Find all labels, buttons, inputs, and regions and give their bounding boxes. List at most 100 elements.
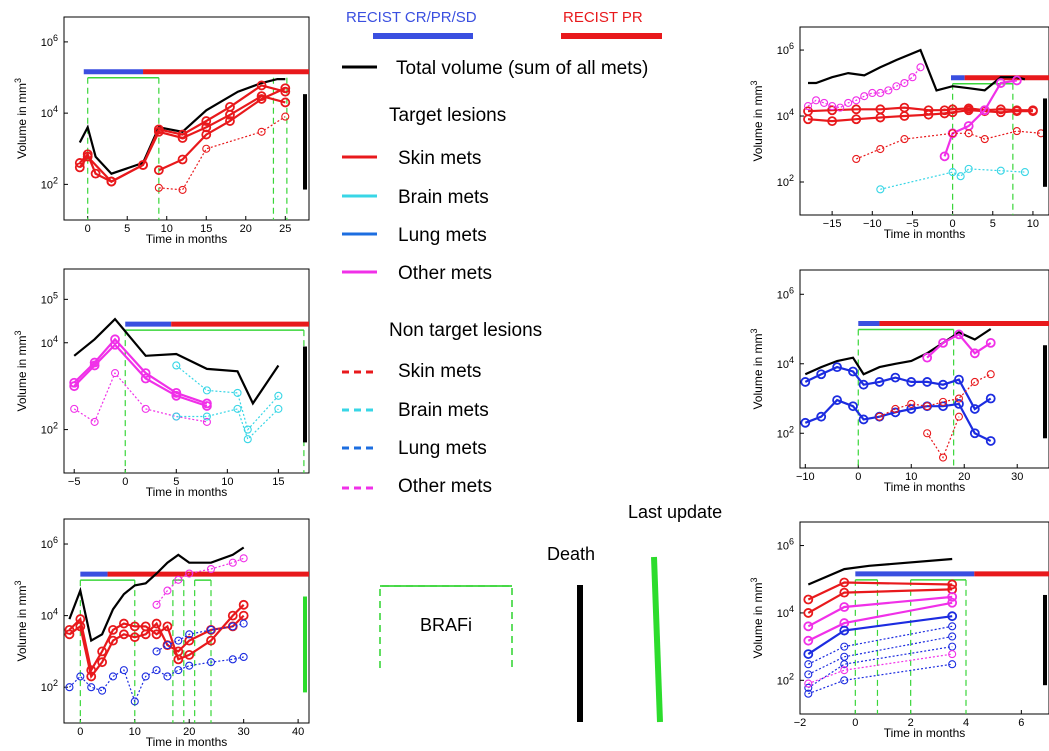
x-axis-label: Time in months — [146, 232, 228, 246]
y-tick-label: 104 — [777, 604, 794, 620]
data-point-nontarget-skin — [986, 370, 995, 379]
data-point-nontarget-lung — [108, 672, 118, 681]
data-point-target-other — [110, 339, 120, 350]
series-line-total — [808, 48, 1026, 92]
data-point-target-skin — [1011, 106, 1022, 117]
data-point-nontarget-lung — [152, 666, 161, 675]
y-tick-label: 102 — [41, 678, 58, 694]
data-point-target-other — [202, 401, 212, 411]
series-line-nontarget-skin — [926, 416, 960, 459]
series-line-nontarget-lung — [808, 625, 953, 665]
legend-target-title: Target lesions — [389, 105, 506, 126]
x-tick-label: 0 — [855, 471, 861, 483]
data-point-target-skin — [106, 176, 117, 187]
data-point-target-lung — [816, 411, 827, 422]
y-axis-label: Volume in mm3 — [749, 328, 765, 409]
data-point-target-lung — [938, 379, 948, 390]
data-point-target-lung — [848, 366, 858, 377]
recist-pr-label: RECIST PR — [563, 9, 643, 26]
axes-frame — [63, 16, 310, 221]
data-point-nontarget-skin — [948, 129, 957, 138]
x-axis-label: Time in months — [146, 485, 228, 499]
data-point-target-lung — [985, 393, 996, 404]
data-point-nontarget-lung — [948, 622, 957, 631]
data-point-target-skin — [108, 635, 118, 646]
data-point-target-lung — [938, 401, 948, 412]
data-point-nontarget-other — [852, 96, 861, 105]
data-point-nontarget-skin — [202, 144, 211, 153]
data-point-nontarget-lung — [804, 670, 813, 679]
plot-area — [800, 320, 1049, 468]
series-line-target-other — [807, 601, 953, 642]
data-point-target-other — [803, 621, 814, 632]
data-point-nontarget-skin — [154, 183, 163, 192]
data-point-target-skin — [206, 635, 216, 646]
x-tick-label: 5 — [124, 223, 130, 235]
data-point-target-skin — [225, 116, 235, 126]
data-point-target-lung — [954, 398, 964, 409]
data-point-nontarget-skin — [876, 144, 885, 154]
data-point-nontarget-brain — [274, 391, 283, 400]
y-tick-label: 106 — [777, 41, 794, 57]
data-point-nontarget-lung — [185, 661, 194, 670]
data-point-nontarget-lung — [840, 676, 849, 685]
x-tick-label: 0 — [122, 476, 128, 488]
data-point-target-other — [69, 381, 80, 392]
data-point-nontarget-lung — [840, 642, 849, 651]
data-point-nontarget-skin — [907, 399, 916, 408]
data-point-nontarget-brain — [243, 435, 252, 444]
data-point-target-skin — [851, 104, 862, 115]
data-point-nontarget-other — [828, 102, 837, 111]
data-point-nontarget-other — [239, 554, 248, 563]
series-line-total — [73, 317, 280, 406]
data-point-nontarget-other — [70, 404, 79, 413]
data-point-nontarget-lung — [163, 672, 172, 681]
data-point-nontarget-brain — [956, 172, 965, 181]
data-point-target-skin — [1028, 106, 1038, 117]
x-tick-label: 10 — [905, 471, 917, 483]
legend-total-label: Total volume (sum of all mets) — [396, 58, 648, 79]
data-point-nontarget-other — [90, 417, 99, 426]
data-point-target-other — [979, 105, 990, 116]
series-line-nontarget-skin — [855, 130, 1042, 160]
data-point-target-skin — [173, 646, 184, 657]
last-update-marker — [303, 596, 307, 693]
data-point-nontarget-lung — [119, 666, 128, 675]
data-point-nontarget-other — [820, 98, 829, 107]
data-point-target-lung — [816, 369, 827, 380]
data-point-nontarget-lung — [840, 660, 849, 669]
data-point-target-lung — [906, 377, 917, 387]
data-point-target-skin — [923, 109, 934, 120]
x-tick-label: 5 — [990, 218, 996, 230]
data-point-nontarget-other — [884, 86, 893, 95]
data-point-nontarget-skin — [964, 129, 973, 138]
data-point-nontarget-skin — [980, 135, 989, 144]
data-point-target-lung — [954, 374, 964, 385]
data-point-nontarget-brain — [233, 404, 242, 413]
y-axis-label: Volume in mm3 — [13, 580, 29, 661]
y-tick-label: 102 — [777, 671, 794, 687]
data-point-nontarget-brain — [202, 412, 211, 421]
y-tick-label: 106 — [777, 537, 794, 553]
plot-area — [69, 317, 309, 473]
data-point-target-skin — [151, 618, 162, 629]
legend-target-skin-label: Skin mets — [398, 148, 481, 169]
y-axis-label: Volume in mm3 — [13, 330, 29, 411]
y-tick-label: 102 — [41, 421, 58, 437]
data-point-target-skin — [97, 657, 108, 668]
recist-crprsd-bar — [373, 33, 473, 39]
x-tick-label: 15 — [200, 223, 212, 235]
y-tick-label: 104 — [41, 334, 58, 350]
data-point-target-other — [985, 337, 996, 348]
data-point-target-other — [995, 78, 1006, 88]
data-point-target-skin — [74, 162, 85, 173]
data-point-target-skin — [851, 114, 862, 125]
chart-panel-3: −5 0 5 10 15 102 104 105 Time in months Volume in… — [13, 268, 310, 499]
axes-frame — [63, 268, 310, 474]
data-point-nontarget-other — [836, 103, 845, 112]
data-point-target-lung — [890, 372, 901, 383]
data-point-nontarget-brain — [1020, 168, 1029, 177]
data-point-nontarget-skin — [923, 402, 932, 411]
data-point-target-skin — [280, 83, 291, 94]
series-line-nontarget-lung — [808, 663, 953, 695]
